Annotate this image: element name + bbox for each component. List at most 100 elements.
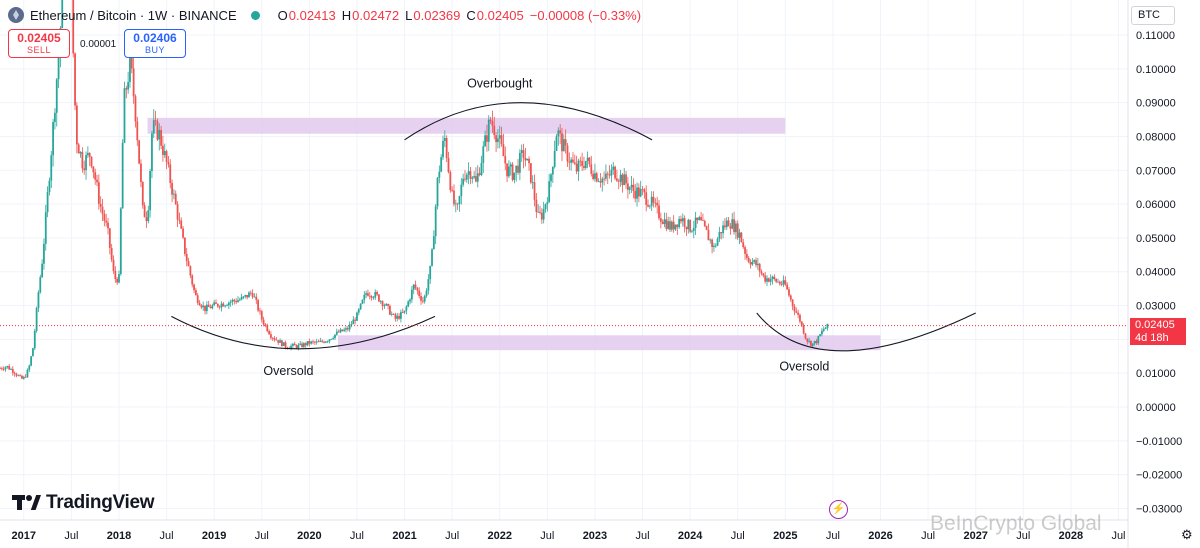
y-tick-label: 0.09000 xyxy=(1136,98,1176,110)
candle-body xyxy=(810,340,812,346)
candle-body xyxy=(714,245,717,247)
candle-body xyxy=(670,221,673,230)
candle-body xyxy=(105,220,108,223)
candle-body xyxy=(96,179,98,183)
candle-body xyxy=(568,161,571,163)
candle-body xyxy=(707,229,710,241)
candle-body xyxy=(747,257,750,263)
candle-body xyxy=(548,181,551,203)
candle-body xyxy=(625,174,627,184)
candle-body xyxy=(222,303,225,307)
candle-body xyxy=(486,135,488,142)
open-value: 0.02413 xyxy=(288,7,336,23)
candle-body xyxy=(518,152,521,173)
candle-body xyxy=(317,341,320,343)
candle-body xyxy=(491,121,494,126)
candle-body xyxy=(281,340,283,346)
candle-body xyxy=(797,312,800,315)
candle-body xyxy=(231,299,234,302)
ethereum-icon xyxy=(8,7,24,23)
candle-body xyxy=(493,125,496,136)
gear-icon[interactable]: ⚙ xyxy=(1181,527,1193,542)
candle-body xyxy=(749,262,752,265)
buy-label: BUY xyxy=(144,45,165,55)
candle-body xyxy=(628,187,631,190)
candle-body xyxy=(500,135,503,145)
candle-body xyxy=(273,338,276,340)
currency-selector[interactable]: BTC xyxy=(1131,6,1175,25)
candle-body xyxy=(819,334,821,337)
open-label: O xyxy=(277,7,288,23)
candle-body xyxy=(603,178,605,180)
x-tick-label: Jul xyxy=(160,530,174,542)
candle-body xyxy=(101,206,104,214)
candle-body xyxy=(32,348,34,357)
tradingview-logo[interactable]: TradingView xyxy=(12,492,155,514)
candle-body xyxy=(286,347,289,349)
candle-body xyxy=(178,219,181,221)
candle-body xyxy=(447,158,450,173)
candle-body xyxy=(800,321,803,326)
candle-body xyxy=(542,209,545,220)
candle-body xyxy=(11,368,14,373)
candle-body xyxy=(299,343,302,345)
candle-body xyxy=(672,221,675,230)
candle-body xyxy=(588,157,591,165)
candle-body xyxy=(661,221,664,224)
candle-body xyxy=(0,368,3,369)
candle-body xyxy=(253,296,256,298)
close-label: C xyxy=(466,7,476,23)
candle-body xyxy=(151,133,153,172)
candle-body xyxy=(813,340,816,344)
candle-body xyxy=(817,336,820,344)
sell-button[interactable]: 0.02405 SELL xyxy=(8,29,70,58)
candle-body xyxy=(85,155,87,171)
candle-body xyxy=(476,173,479,182)
candle-body xyxy=(119,208,122,275)
buy-price: 0.02406 xyxy=(133,31,177,45)
candle-body xyxy=(614,166,616,179)
candle-body xyxy=(449,172,452,191)
candle-body xyxy=(727,220,730,227)
candle-body xyxy=(218,306,221,308)
candle-body xyxy=(799,314,801,322)
candle-body xyxy=(46,191,49,213)
candle-body xyxy=(169,164,172,184)
candle-body xyxy=(546,202,549,205)
sell-label: SELL xyxy=(26,45,52,55)
symbol-title[interactable]: Ethereum / Bitcoin · 1W · BINANCE xyxy=(30,7,237,23)
candle-body xyxy=(271,337,274,339)
candle-body xyxy=(326,341,329,343)
candle-body xyxy=(497,138,499,143)
candle-body xyxy=(257,300,260,311)
close-value: 0.02405 xyxy=(476,7,524,23)
candle-body xyxy=(330,338,333,340)
candle-body xyxy=(465,174,468,180)
candle-body xyxy=(647,204,649,207)
candle-body xyxy=(425,290,428,296)
candle-body xyxy=(39,277,42,293)
candle-body xyxy=(123,88,126,143)
candle-body xyxy=(663,219,666,224)
candle-body xyxy=(262,319,265,325)
candle-body xyxy=(396,315,399,319)
buy-button[interactable]: 0.02406 BUY xyxy=(124,29,186,58)
candle-body xyxy=(648,205,651,207)
candle-body xyxy=(524,157,527,161)
candle-body xyxy=(529,163,532,183)
candle-body xyxy=(385,303,388,306)
candle-body xyxy=(297,344,300,349)
candle-body xyxy=(760,271,763,274)
candle-body xyxy=(443,137,446,141)
candle-body xyxy=(753,260,756,262)
candle-body xyxy=(495,135,497,143)
candle-body xyxy=(692,227,695,231)
candle-body xyxy=(383,305,386,307)
candle-body xyxy=(162,145,164,156)
candle-body xyxy=(24,376,27,378)
candle-body xyxy=(480,162,483,176)
candle-body xyxy=(77,144,80,154)
lightning-icon[interactable]: ⚡ xyxy=(829,500,848,519)
